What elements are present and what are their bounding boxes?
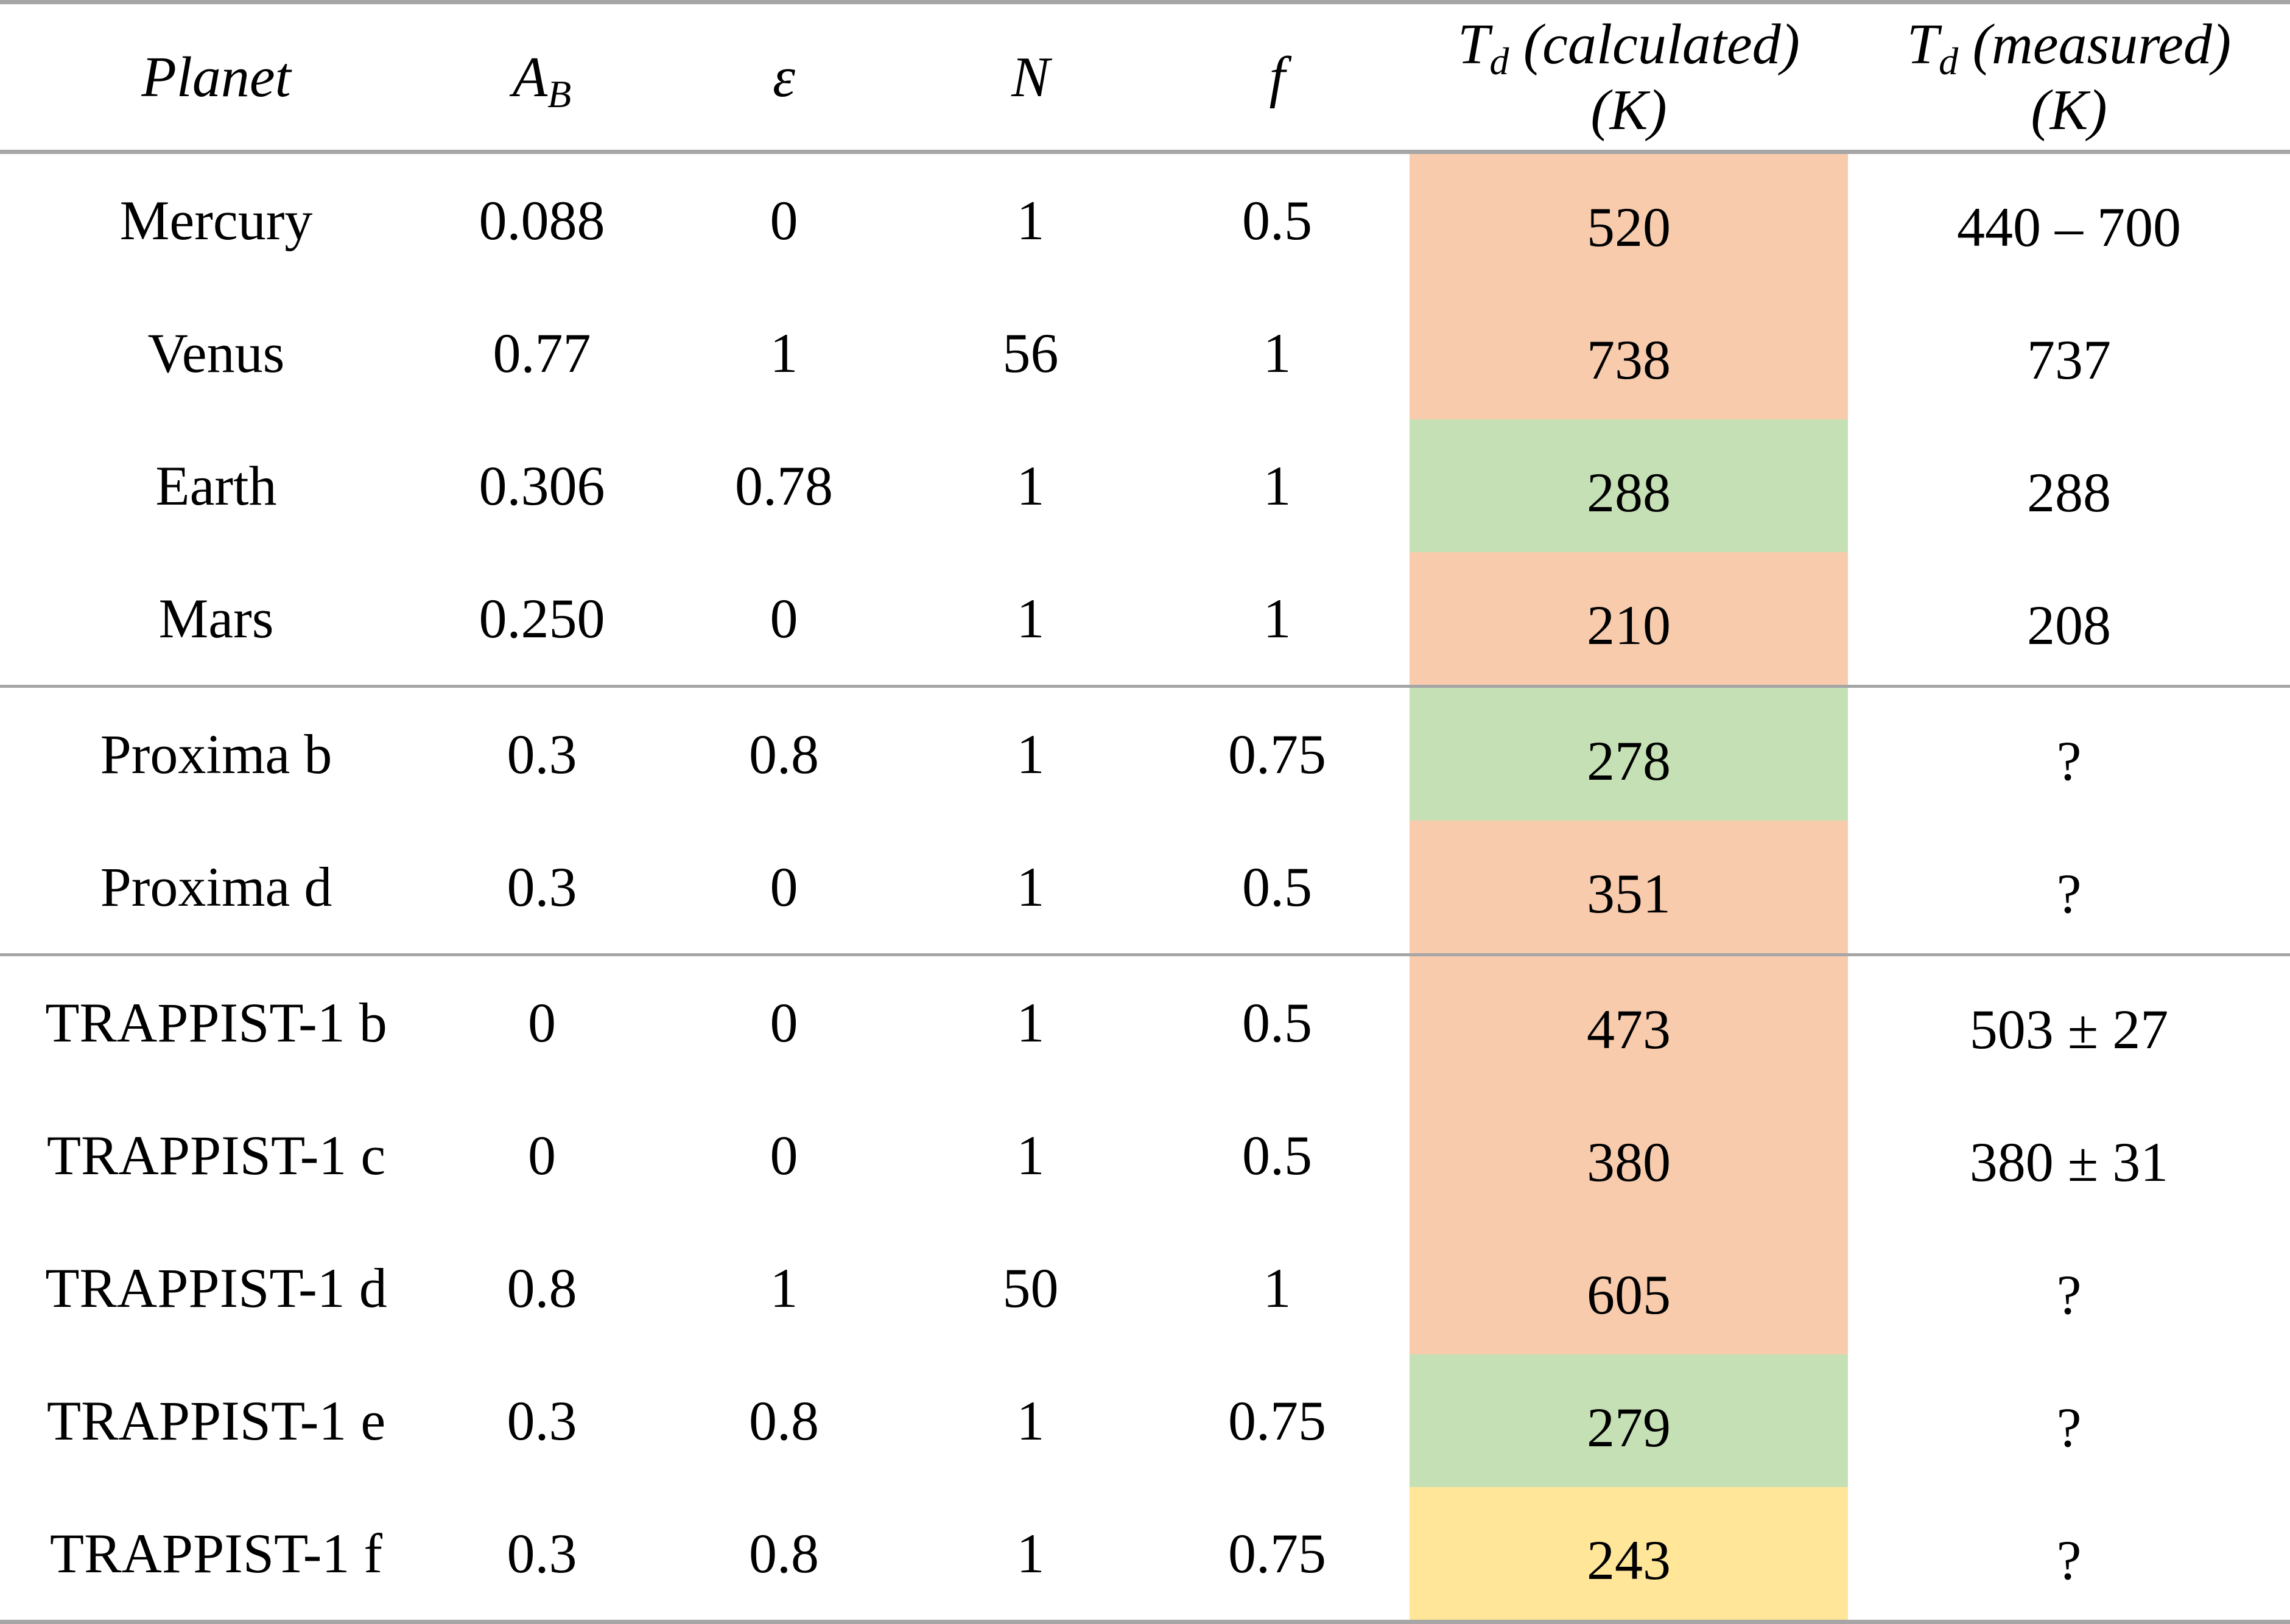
cell-planet: Earth — [155, 455, 277, 517]
cell-td-calculated: 738 — [1410, 287, 1848, 419]
cell-planet: TRAPPIST-1 d — [45, 1257, 387, 1319]
cell-bond-albedo: 0.8 — [507, 1257, 577, 1319]
cell-emissivity: 0 — [770, 189, 798, 251]
cell-layers: 1 — [1016, 455, 1045, 517]
cell-emissivity: 0.78 — [735, 455, 833, 517]
cell-planet: TRAPPIST-1 c — [46, 1124, 386, 1186]
cell-td-calculated: 605 — [1410, 1222, 1848, 1354]
cell-td-measured: 440 – 700 — [1957, 196, 2181, 258]
cell-bond-albedo: 0.77 — [493, 322, 591, 384]
cell-bond-albedo: 0.3 — [507, 1390, 577, 1452]
cell-planet: Mars — [0, 552, 432, 688]
cell-planet: Proxima b — [100, 723, 332, 785]
cell-td-calculated: 279 — [1410, 1354, 1848, 1487]
cell-f: 0.5 — [1145, 821, 1410, 956]
cell-emissivity: 0 — [652, 821, 916, 956]
cell-td-measured: 288 — [2027, 461, 2111, 523]
cell-bond-albedo: 0 — [528, 992, 556, 1054]
header-row: Planet AB ε N f Td (calculated) (K) Td (m… — [0, 0, 2290, 154]
cell-layers: 1 — [1016, 992, 1045, 1054]
cell-td-measured: 380 ± 31 — [1969, 1131, 2169, 1193]
cell-layers: 1 — [916, 821, 1145, 956]
cell-td-calculated: 243 — [1410, 1487, 1848, 1624]
cell-f: 0.5 — [1242, 189, 1312, 251]
cell-emissivity: 0.8 — [749, 723, 819, 785]
header-f: f — [1145, 0, 1410, 154]
table-row: TRAPPIST-1 d 0.8 1 50 1 605? — [0, 1222, 2290, 1354]
cell-planet: TRAPPIST-1 e — [46, 1390, 386, 1452]
table-body: Mercury 0.088 0 1 0.5 520 440 – 700 Venus 0.77 1 5… — [0, 152, 2290, 1624]
cell-layers: 56 — [1002, 322, 1059, 384]
cell-td-measured: ? — [2056, 1396, 2082, 1458]
cell-td-measured: 208 — [1848, 552, 2290, 688]
cell-td-measured: 503 ± 27 — [1969, 998, 2169, 1060]
cell-planet: Mercury — [119, 189, 313, 251]
cell-f: 1 — [1145, 552, 1410, 688]
cell-bond-albedo: 0.3 — [432, 821, 652, 956]
cell-emissivity: 0 — [770, 1124, 798, 1186]
cell-emissivity: 0.8 — [652, 1487, 916, 1624]
cell-layers: 1 — [1016, 189, 1045, 251]
cell-f: 1 — [1263, 455, 1291, 517]
header-planet: Planet — [0, 0, 432, 154]
cell-emissivity: 0 — [770, 992, 798, 1054]
cell-f: 0.75 — [1228, 1390, 1326, 1452]
table-row: TRAPPIST-1 b 0 0 1 0.5 473 503 ± 27 — [0, 954, 2290, 1089]
cell-planet: Proxima d — [0, 821, 432, 956]
cell-td-calculated: 380 — [1410, 1089, 1848, 1222]
cell-bond-albedo: 0 — [528, 1124, 556, 1186]
cell-layers: 1 — [1016, 1124, 1045, 1186]
cell-td-calculated: 473 — [1410, 954, 1848, 1089]
cell-td-calculated: 520 — [1410, 152, 1848, 287]
table-row: Mars 0.250 0 1 1 210 208 — [0, 552, 2290, 688]
cell-layers: 50 — [1002, 1257, 1059, 1319]
cell-emissivity: 0 — [652, 552, 916, 688]
cell-planet: TRAPPIST-1 b — [45, 992, 387, 1054]
cell-planet: TRAPPIST-1 f — [0, 1487, 432, 1624]
cell-bond-albedo: 0.250 — [432, 552, 652, 688]
header-layers: N — [916, 0, 1145, 154]
header-td-calculated: Td (calculated) (K) — [1410, 0, 1848, 154]
cell-f: 0.5 — [1242, 992, 1312, 1054]
table-row: Venus 0.77 1 56 1 738 737 — [0, 287, 2290, 419]
cell-td-calculated: 278 — [1410, 686, 1848, 821]
cell-layers: 1 — [1016, 723, 1045, 785]
cell-td-calculated: 288 — [1410, 419, 1848, 552]
cell-td-measured: ? — [2056, 1264, 2082, 1326]
cell-emissivity: 1 — [770, 1257, 798, 1319]
table-row: Proxima b 0.3 0.8 1 0.75 278? — [0, 686, 2290, 821]
cell-bond-albedo: 0.3 — [507, 723, 577, 785]
cell-emissivity: 0.8 — [749, 1390, 819, 1452]
table-row: TRAPPIST-1 f 0.3 0.8 1 0.75 243? — [0, 1487, 2290, 1624]
cell-f: 1 — [1263, 1257, 1291, 1319]
cell-f: 0.75 — [1228, 723, 1326, 785]
table-row: TRAPPIST-1 e 0.3 0.8 1 0.75 279? — [0, 1354, 2290, 1487]
table-row: Proxima d 0.3 0 1 0.5 351? — [0, 821, 2290, 956]
cell-f: 0.5 — [1242, 1124, 1312, 1186]
cell-bond-albedo: 0.088 — [479, 189, 605, 251]
cell-td-measured: ? — [1848, 1487, 2290, 1624]
cell-f: 1 — [1263, 322, 1291, 384]
table-row: Mercury 0.088 0 1 0.5 520 440 – 700 — [0, 152, 2290, 287]
cell-td-measured: ? — [2056, 730, 2082, 792]
cell-td-measured: 737 — [2027, 329, 2111, 391]
cell-layers: 1 — [916, 1487, 1145, 1624]
cell-td-calculated: 351 — [1410, 821, 1848, 956]
header-emissivity: ε — [652, 0, 916, 154]
cell-layers: 1 — [1016, 1390, 1045, 1452]
cell-bond-albedo: 0.306 — [479, 455, 605, 517]
header-bond-albedo: AB — [432, 0, 652, 154]
cell-f: 0.75 — [1145, 1487, 1410, 1624]
cell-layers: 1 — [916, 552, 1145, 688]
header-td-measured: Td (measured) (K) — [1848, 0, 2290, 154]
cell-planet: Venus — [147, 322, 285, 384]
cell-td-measured: ? — [1848, 821, 2290, 956]
cell-td-calculated: 210 — [1410, 552, 1848, 688]
table-row: TRAPPIST-1 c 0 0 1 0.5 380 380 ± 31 — [0, 1089, 2290, 1222]
table-row: Earth 0.306 0.78 1 1 288 288 — [0, 419, 2290, 552]
cell-bond-albedo: 0.3 — [432, 1487, 652, 1624]
cell-emissivity: 1 — [770, 322, 798, 384]
